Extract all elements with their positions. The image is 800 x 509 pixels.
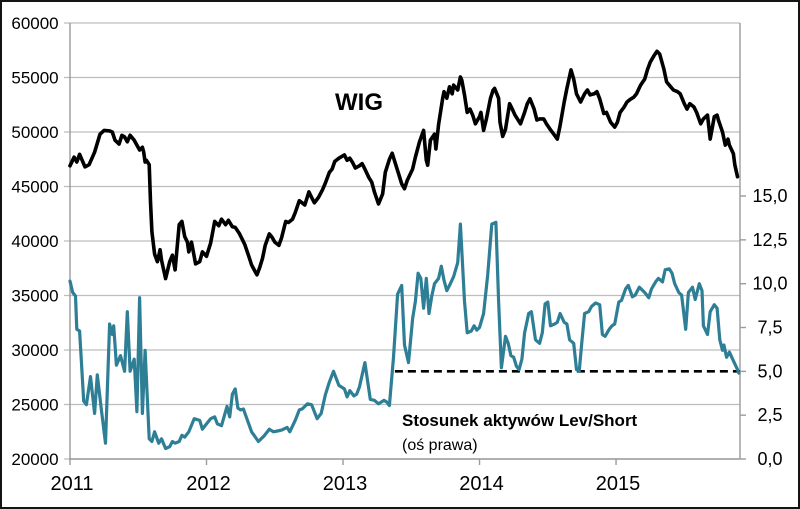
left-axis-tick-label: 60000 [11,14,58,33]
left-axis-tick-label: 40000 [11,232,58,251]
lev-short-ratio-line [68,220,741,451]
right-axis-tick-label: 7,5 [757,318,782,338]
left-axis-tick-label: 35000 [11,287,58,306]
series-layer [68,49,741,451]
right-axis-tick-label: 10,0 [752,274,787,294]
axes-layer [69,23,746,465]
annotation-lev-short-label: Stosunek aktywów Lev/Short [402,411,638,430]
axis-labels-layer: 20000 25000 30000 35000 40000 45000 50000 55000… [11,14,787,495]
right-axis-tick-label: 2,5 [757,405,782,425]
left-axis-tick-label: 55000 [11,69,58,88]
x-axis-tick-label: 2013 [323,473,368,495]
wig-line [68,49,740,281]
right-axis-tick-label: 0,0 [757,449,782,469]
x-axis-tick-label: 2015 [596,473,641,495]
right-axis-tick-label: 12,5 [752,230,787,250]
x-axis-tick-label: 2011 [50,473,93,495]
right-axis-tick-label: 15,0 [752,186,787,206]
x-axis-tick-label: 2014 [459,473,504,495]
left-axis-tick-label: 50000 [11,123,58,142]
left-axis-tick-label: 25000 [11,396,58,415]
chart-title-wig: WIG [335,89,383,116]
annotation-right-axis-note: (oś prawa) [402,437,478,454]
left-axis-tick-label: 30000 [11,341,58,360]
left-axis-tick-label: 20000 [11,450,58,469]
left-axis-tick-label: 45000 [11,178,58,197]
right-axis-tick-label: 5,0 [757,361,782,381]
x-axis-tick-label: 2012 [186,473,231,495]
